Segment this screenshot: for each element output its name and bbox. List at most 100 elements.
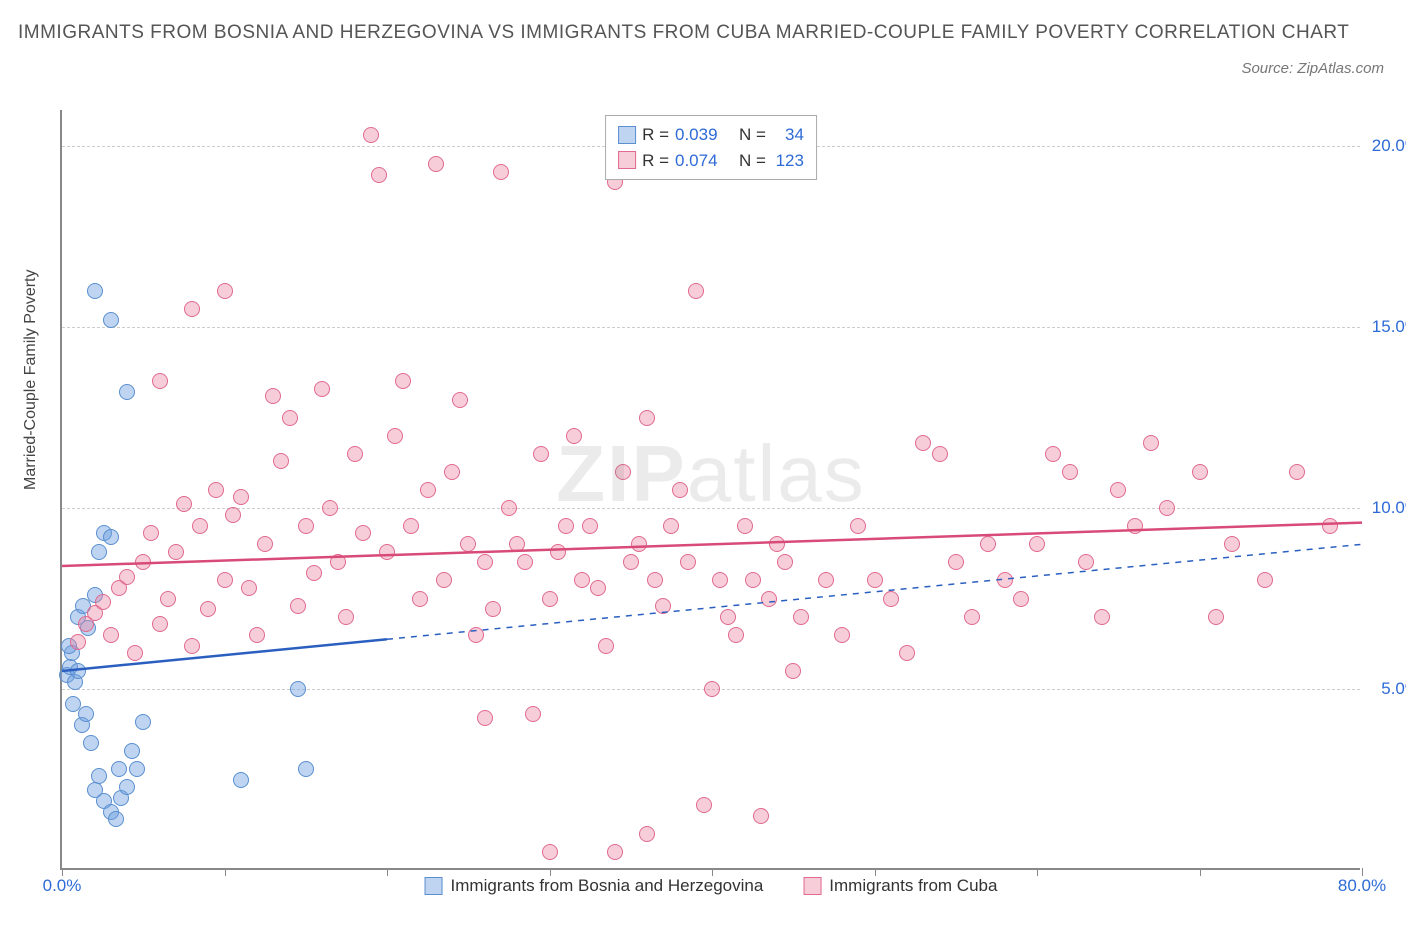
data-point <box>70 663 86 679</box>
data-point <box>607 844 623 860</box>
data-point <box>306 565 322 581</box>
data-point <box>83 735 99 751</box>
data-point <box>412 591 428 607</box>
data-point <box>1127 518 1143 534</box>
data-point <box>257 536 273 552</box>
data-point <box>477 554 493 570</box>
data-point <box>103 529 119 545</box>
data-point <box>1045 446 1061 462</box>
data-point <box>338 609 354 625</box>
data-point <box>103 312 119 328</box>
data-point <box>1257 572 1273 588</box>
x-tick-label: 0.0% <box>43 876 82 896</box>
data-point <box>720 609 736 625</box>
data-point <box>1062 464 1078 480</box>
data-point <box>1224 536 1240 552</box>
data-point <box>119 569 135 585</box>
data-point <box>395 373 411 389</box>
data-point <box>176 496 192 512</box>
data-point <box>143 525 159 541</box>
data-point <box>1078 554 1094 570</box>
data-point <box>452 392 468 408</box>
data-point <box>517 554 533 570</box>
y-tick-label: 10.0% <box>1365 498 1406 518</box>
x-tick-mark <box>1362 868 1363 876</box>
y-axis-label: Married-Couple Family Poverty <box>22 269 40 490</box>
data-point <box>1029 536 1045 552</box>
data-point <box>915 435 931 451</box>
data-point <box>152 616 168 632</box>
data-point <box>1192 464 1208 480</box>
data-point <box>314 381 330 397</box>
data-point <box>753 808 769 824</box>
data-point <box>1322 518 1338 534</box>
data-point <box>200 601 216 617</box>
data-point <box>997 572 1013 588</box>
data-point <box>542 591 558 607</box>
data-point <box>867 572 883 588</box>
x-tick-mark <box>712 868 713 876</box>
data-point <box>298 761 314 777</box>
data-point <box>623 554 639 570</box>
data-point <box>883 591 899 607</box>
data-point <box>550 544 566 560</box>
data-point <box>582 518 598 534</box>
data-point <box>436 572 452 588</box>
data-point <box>793 609 809 625</box>
data-point <box>152 373 168 389</box>
data-point <box>696 797 712 813</box>
data-point <box>647 572 663 588</box>
data-point <box>542 844 558 860</box>
data-point <box>103 627 119 643</box>
data-point <box>615 464 631 480</box>
data-point <box>160 591 176 607</box>
chart-plot-area: ZIPatlas R = 0.039 N = 34R = 0.074 N = 1… <box>60 110 1360 870</box>
data-point <box>460 536 476 552</box>
chart-title: IMMIGRANTS FROM BOSNIA AND HERZEGOVINA V… <box>18 18 1388 48</box>
data-point <box>785 663 801 679</box>
data-point <box>964 609 980 625</box>
data-point <box>468 627 484 643</box>
legend-stats: R = 0.039 N = 34R = 0.074 N = 123 <box>605 115 817 180</box>
data-point <box>501 500 517 516</box>
data-point <box>680 554 696 570</box>
data-point <box>420 482 436 498</box>
data-point <box>712 572 728 588</box>
data-point <box>403 518 419 534</box>
data-point <box>590 580 606 596</box>
data-point <box>932 446 948 462</box>
data-point <box>108 811 124 827</box>
data-point <box>127 645 143 661</box>
data-point <box>233 489 249 505</box>
data-point <box>704 681 720 697</box>
data-point <box>598 638 614 654</box>
data-point <box>1208 609 1224 625</box>
data-point <box>298 518 314 534</box>
data-point <box>91 544 107 560</box>
x-tick-mark <box>875 868 876 876</box>
data-point <box>818 572 834 588</box>
data-point <box>533 446 549 462</box>
x-tick-label: 80.0% <box>1338 876 1386 896</box>
data-point <box>217 283 233 299</box>
data-point <box>379 544 395 560</box>
data-point <box>111 761 127 777</box>
data-point <box>91 768 107 784</box>
data-point <box>217 572 233 588</box>
data-point <box>834 627 850 643</box>
watermark: ZIPatlas <box>556 428 865 520</box>
data-point <box>1094 609 1110 625</box>
data-point <box>225 507 241 523</box>
data-point <box>290 598 306 614</box>
data-point <box>574 572 590 588</box>
x-tick-mark <box>225 868 226 876</box>
x-tick-mark <box>550 868 551 876</box>
data-point <box>477 710 493 726</box>
data-point <box>1110 482 1126 498</box>
data-point <box>135 714 151 730</box>
data-point <box>525 706 541 722</box>
data-point <box>509 536 525 552</box>
x-tick-mark <box>1037 868 1038 876</box>
data-point <box>233 772 249 788</box>
data-point <box>639 826 655 842</box>
